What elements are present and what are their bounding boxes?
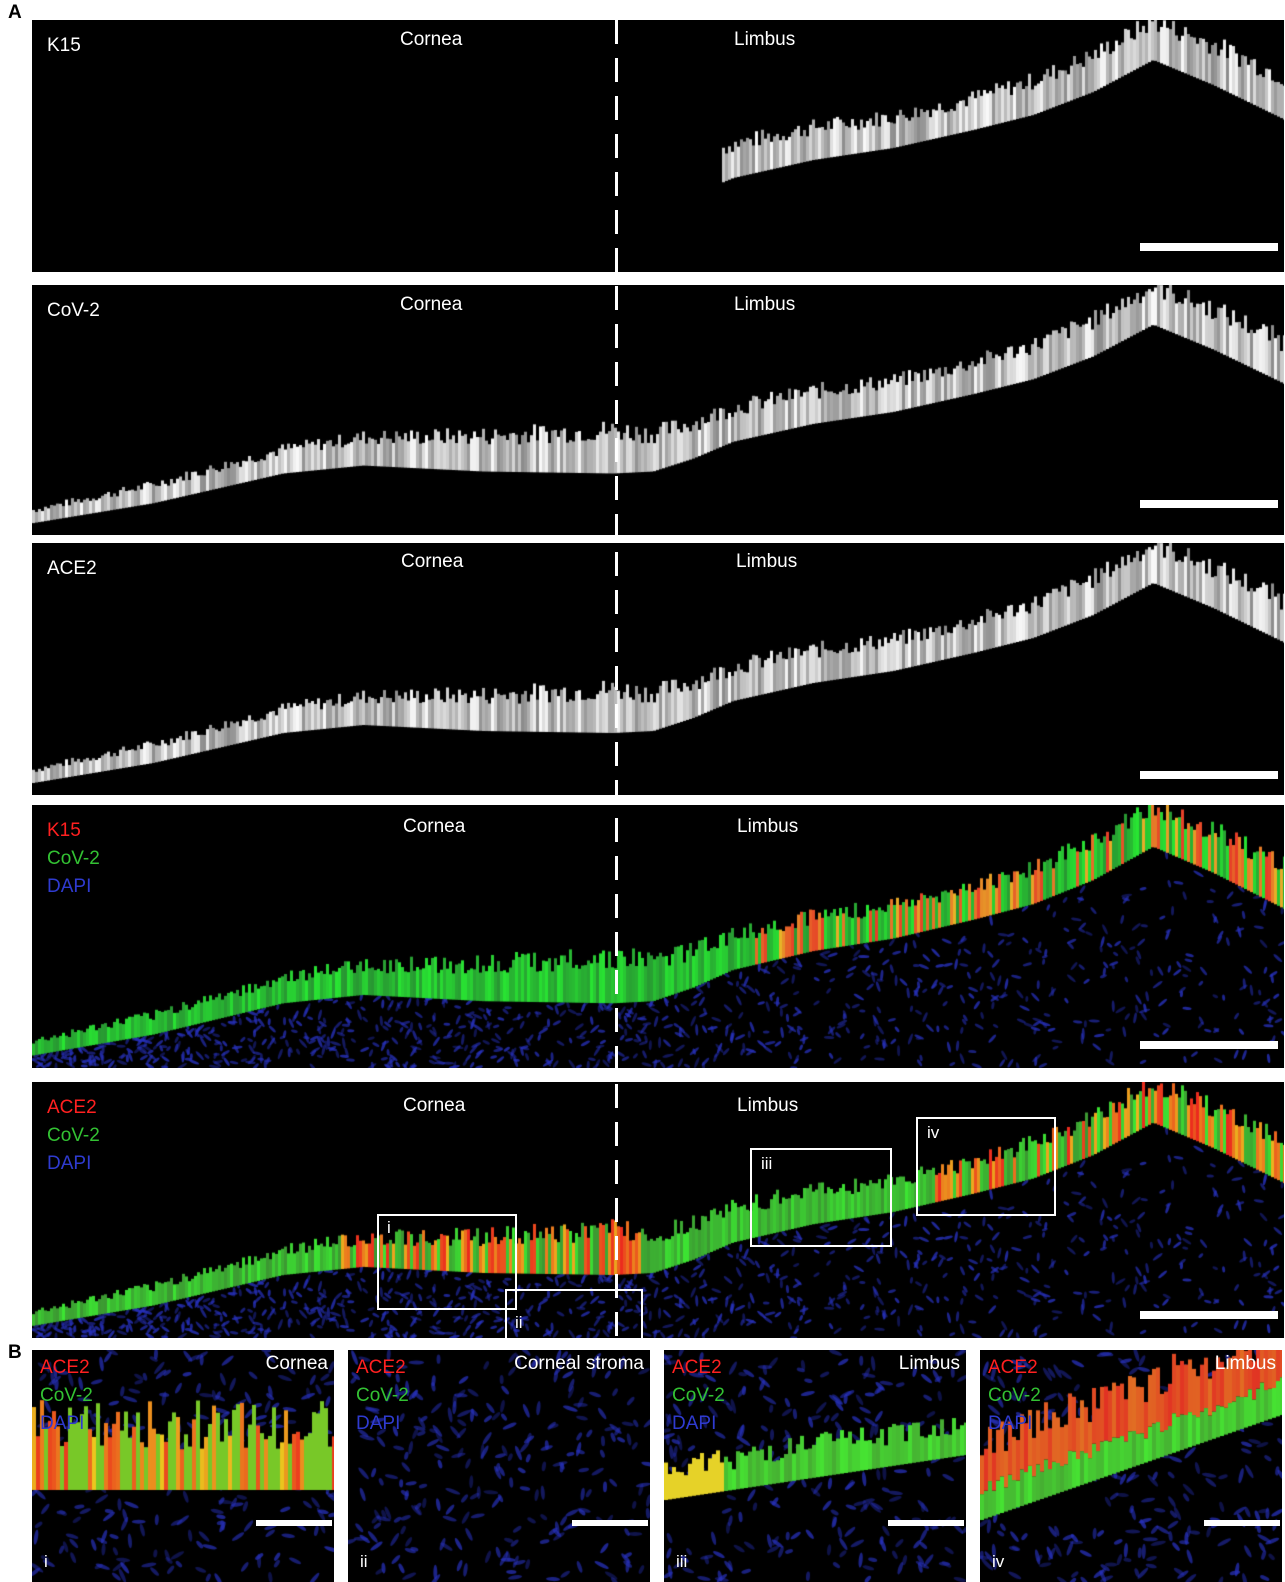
channel-label-cov2: CoV-2 <box>47 1125 100 1146</box>
micrograph-iv <box>980 1350 1282 1582</box>
micrograph-image <box>32 1082 1284 1338</box>
cornea-label: Cornea <box>400 294 463 315</box>
micrograph-image <box>32 285 1284 535</box>
channel-label-cov2: CoV-2 <box>356 1385 409 1406</box>
limbus-label: Limbus <box>737 816 799 837</box>
micrograph-image <box>32 805 1284 1068</box>
channel-label-ace2: ACE2 <box>40 1357 90 1378</box>
panel-a-ace2: ACE2 Cornea Limbus <box>32 543 1284 795</box>
cornea-limbus-divider <box>615 20 618 1338</box>
channel-labels: K15 <box>47 32 81 60</box>
scale-bar <box>256 1520 332 1526</box>
inset-label-iv: iv <box>927 1123 940 1142</box>
channel-label-cov2: CoV-2 <box>672 1385 725 1406</box>
limbus-label: Limbus <box>737 1095 799 1116</box>
panel-b-i: ACE2 CoV-2 DAPI Cornea i <box>32 1350 334 1582</box>
scale-bar <box>888 1520 964 1526</box>
channel-label-ace2: ACE2 <box>356 1357 406 1378</box>
region-title: Corneal stroma <box>514 1353 644 1374</box>
channel-label-cov2: CoV-2 <box>47 848 100 869</box>
limbus-label: Limbus <box>736 551 798 572</box>
channel-label-k15: K15 <box>47 820 81 841</box>
panel-a-cov2: CoV-2 Cornea Limbus <box>32 285 1284 535</box>
channel-label-ace2: ACE2 <box>988 1357 1038 1378</box>
inset-label-i: i <box>387 1218 391 1237</box>
micrograph-i <box>32 1350 334 1582</box>
panel-a-k15: K15 Cornea Limbus <box>32 20 1284 272</box>
cornea-label: Cornea <box>401 551 464 572</box>
roman-numeral: ii <box>360 1552 368 1571</box>
scale-bar <box>1140 243 1278 251</box>
scale-bar <box>1140 1311 1278 1319</box>
channel-labels: ACE2 <box>47 555 97 583</box>
panel-a-merge-k15: K15 CoV-2 DAPI Cornea Limbus <box>32 805 1284 1068</box>
limbus-label: Limbus <box>734 294 796 315</box>
panel-b-letter: B <box>8 1342 22 1363</box>
scale-bar <box>572 1520 648 1526</box>
scale-bar <box>1204 1520 1280 1526</box>
cornea-label: Cornea <box>403 816 466 837</box>
region-title: Limbus <box>898 1353 960 1374</box>
channel-label-cov2: CoV-2 <box>47 300 100 321</box>
channel-labels: ACE2 CoV-2 DAPI <box>672 1354 725 1438</box>
channel-label-dapi: DAPI <box>40 1413 85 1434</box>
micrograph-image <box>32 20 1284 272</box>
channel-labels: ACE2 CoV-2 DAPI <box>40 1354 93 1438</box>
limbus-label: Limbus <box>734 29 796 50</box>
cornea-label: Cornea <box>400 29 463 50</box>
panel-b-iii: ACE2 CoV-2 DAPI Limbus iii <box>664 1350 966 1582</box>
region-title: Cornea <box>265 1353 328 1374</box>
cornea-label: Cornea <box>403 1095 466 1116</box>
panel-a-merge-ace2: ACE2 CoV-2 DAPI Cornea Limbus i ii iii i… <box>32 1082 1284 1338</box>
panel-a-letter: A <box>8 2 22 23</box>
scale-bar <box>1140 500 1278 508</box>
panel-b-ii: ACE2 CoV-2 DAPI Corneal stroma ii <box>348 1350 650 1582</box>
channel-label-dapi: DAPI <box>672 1413 717 1434</box>
channel-label-dapi: DAPI <box>47 1153 92 1174</box>
panel-b-iv: ACE2 CoV-2 DAPI Limbus iv <box>980 1350 1282 1582</box>
inset-box-iii: iii <box>750 1148 892 1247</box>
channel-label-ace2: ACE2 <box>672 1357 722 1378</box>
inset-label-ii: ii <box>515 1313 523 1332</box>
inset-box-ii: ii <box>505 1289 643 1338</box>
channel-labels: ACE2 CoV-2 DAPI <box>988 1354 1041 1438</box>
channel-label-k15: K15 <box>47 35 81 56</box>
channel-label-dapi: DAPI <box>988 1413 1033 1434</box>
channel-label-cov2: CoV-2 <box>40 1385 93 1406</box>
channel-labels: ACE2 CoV-2 DAPI <box>356 1354 409 1438</box>
channel-label-ace2: ACE2 <box>47 1097 97 1118</box>
scale-bar <box>1140 771 1278 779</box>
channel-label-dapi: DAPI <box>47 876 92 897</box>
micrograph-iii <box>664 1350 966 1582</box>
inset-box-iv: iv <box>916 1117 1056 1216</box>
micrograph-ii <box>348 1350 650 1582</box>
inset-box-i: i <box>377 1214 517 1310</box>
channel-labels: CoV-2 <box>47 297 100 325</box>
micrograph-image <box>32 543 1284 795</box>
roman-numeral: iv <box>992 1552 1005 1571</box>
channel-label-ace2: ACE2 <box>47 558 97 579</box>
region-title: Limbus <box>1214 1353 1276 1374</box>
scale-bar <box>1140 1041 1278 1049</box>
channel-labels: ACE2 CoV-2 DAPI <box>47 1094 100 1178</box>
inset-label-iii: iii <box>761 1154 773 1173</box>
channel-label-dapi: DAPI <box>356 1413 401 1434</box>
roman-numeral: iii <box>676 1552 688 1571</box>
channel-labels: K15 CoV-2 DAPI <box>47 817 100 901</box>
roman-numeral: i <box>44 1552 48 1571</box>
channel-label-cov2: CoV-2 <box>988 1385 1041 1406</box>
